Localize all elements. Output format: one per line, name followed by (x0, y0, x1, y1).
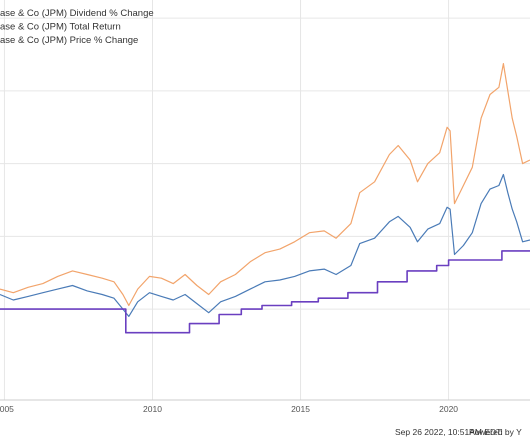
x-axis: 2005 2010 2015 2020 (0, 404, 458, 414)
series-line-total-return (0, 63, 530, 307)
legend-label-total-return: ase & Co (JPM) Total Return (0, 22, 121, 33)
series-line-price (0, 173, 530, 317)
series-layer (0, 63, 530, 334)
x-tick-label: 2020 (439, 404, 458, 414)
legend: ase & Co (JPM) Dividend % Change ase & Co… (0, 8, 154, 46)
powered-by-label[interactable]: Powered by Y (469, 427, 522, 437)
x-tick-label: 2015 (291, 404, 310, 414)
legend-label-dividend: ase & Co (JPM) Dividend % Change (0, 8, 154, 19)
x-tick-label: 2005 (0, 404, 14, 414)
series-line-dividend (0, 250, 530, 334)
x-tick-label: 2010 (143, 404, 162, 414)
timestamp-label: Sep 26 2022, 10:51AM EDT. (395, 427, 503, 437)
legend-label-price: ase & Co (JPM) Price % Change (0, 35, 138, 46)
grid-layer (0, 0, 530, 401)
